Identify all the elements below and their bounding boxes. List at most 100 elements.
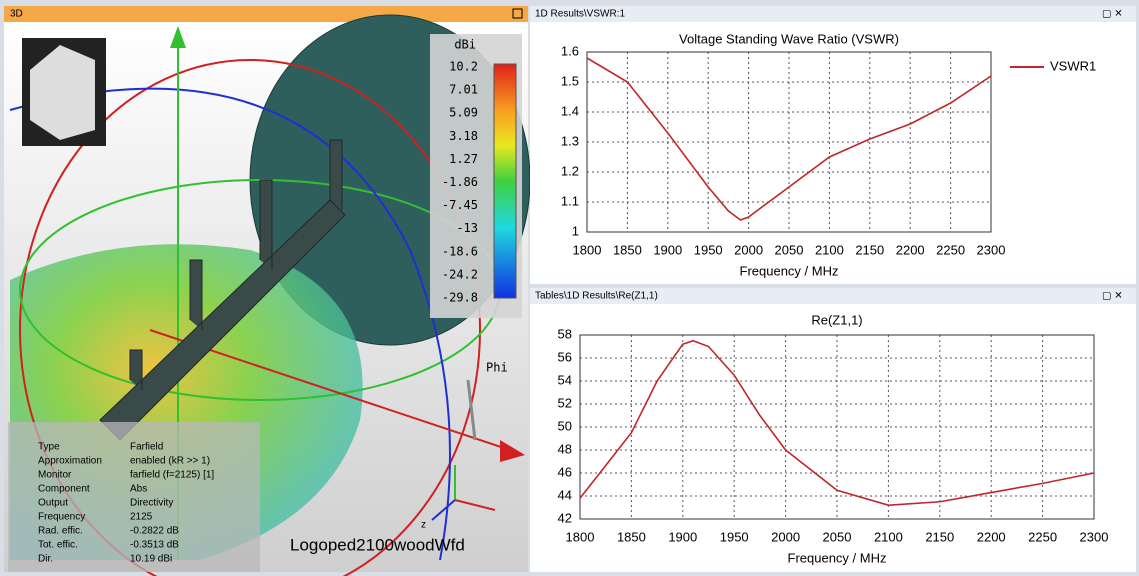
x-tick-label: 1850 [617, 529, 646, 544]
panel-header [530, 6, 1136, 22]
y-tick-label: 54 [558, 372, 572, 387]
info-value: Directivity [130, 498, 173, 509]
colorbar-label: -24.2 [442, 267, 478, 281]
x-tick-label: 2000 [771, 529, 800, 544]
colorbar-label: -18.6 [442, 244, 478, 258]
colorbar-label: -29.8 [442, 291, 478, 305]
colorbar-label: 1.27 [449, 152, 478, 166]
info-key: Type [38, 442, 60, 453]
plot-frame [586, 51, 992, 233]
panel-buttons[interactable]: ▢ ✕ [1102, 291, 1123, 302]
info-value: Abs [130, 484, 147, 495]
info-key: Frequency [38, 512, 85, 523]
info-value: -0.3513 dB [130, 540, 179, 551]
y-tick-label: 1.5 [561, 73, 579, 88]
x-tick-label: 2200 [896, 242, 925, 257]
y-tick-label: 42 [558, 510, 572, 525]
x-tick-label: 2100 [874, 529, 903, 544]
info-value: -0.2822 dB [130, 526, 179, 537]
panel-buttons[interactable]: ▢ ✕ [1102, 9, 1123, 20]
x-tick-label: 2000 [734, 242, 763, 257]
info-key: Monitor [38, 470, 72, 481]
info-value: 2125 [130, 512, 153, 523]
info-value: enabled (kR >> 1) [130, 456, 210, 467]
colorbar [493, 63, 517, 299]
info-table: Type Farfield Approximation enabled (kR >> … [38, 442, 214, 565]
plot-panel [530, 304, 1136, 572]
plot-panel [530, 22, 1136, 284]
x-tick-label: 1900 [668, 529, 697, 544]
chart-title: Re(Z1,1) [811, 312, 862, 327]
y-tick-label: 1.6 [561, 43, 579, 58]
info-value: Farfield [130, 442, 163, 453]
y-tick-label: 50 [558, 418, 572, 433]
panel-title: 1D Results\VSWR:1 [535, 9, 625, 20]
x-tick-label: 2200 [977, 529, 1006, 544]
colorbar-label: -1.86 [442, 175, 478, 189]
y-tick-label: 52 [558, 395, 572, 410]
phi-arrow [466, 379, 477, 441]
x-tick-label: 2050 [775, 242, 804, 257]
colorbar-label: 3.18 [449, 129, 478, 143]
info-key: Rad. effic. [38, 526, 83, 537]
x-axis-label: Frequency / MHz [788, 550, 887, 565]
antenna [99, 139, 346, 441]
model-name: Logoped2100woodWfd [290, 535, 465, 554]
y-axis-arrow [170, 26, 186, 48]
x-tick-label: 2300 [977, 242, 1006, 257]
y-tick-label: 1.1 [561, 193, 579, 208]
x-tick-label: 1800 [566, 529, 595, 544]
colorbar-label: -7.45 [442, 198, 478, 212]
colorbar-label: 5.09 [449, 106, 478, 120]
panel-header [530, 288, 1136, 304]
x-tick-label: 1950 [694, 242, 723, 257]
phi-circle [9, 87, 451, 561]
y-tick-label: 44 [558, 487, 572, 502]
info-value: farfield (f=2125) [1] [130, 470, 214, 481]
y-tick-label: 1.2 [561, 163, 579, 178]
y-tick-label: 1.4 [561, 103, 579, 118]
theta-circle [19, 59, 481, 576]
x-tick-label: 2250 [1028, 529, 1057, 544]
panel-title: 3D [10, 9, 23, 20]
panel-header [4, 6, 528, 22]
maximize-button[interactable] [512, 8, 523, 19]
x-tick-label: 1800 [573, 242, 602, 257]
y-tick-label: 48 [558, 441, 572, 456]
series-line [586, 57, 992, 221]
z-label: z [421, 520, 426, 531]
axis-label: Phi [486, 361, 508, 375]
colorbar-labels: 10.2 7.01 5.09 3.18 1.27 -1.86 -7.45 -13 -18.6 -2… [442, 60, 478, 305]
info-key: Component [38, 484, 90, 495]
x-axis-label: Frequency / MHz [740, 263, 839, 278]
colorbar-unit: dBi [454, 38, 476, 52]
x-tick-label: 2100 [815, 242, 844, 257]
x-tick-label: 2250 [936, 242, 965, 257]
x-tick-label: 2150 [855, 242, 884, 257]
y-tick-label: 1 [572, 223, 579, 238]
x-tick-label: 1900 [653, 242, 682, 257]
info-key: Approximation [38, 456, 102, 467]
plot-frame [579, 334, 1095, 520]
y-tick-label: 58 [558, 326, 572, 341]
series-line [579, 339, 1095, 507]
x-tick-label: 1950 [720, 529, 749, 544]
x-tick-label: 2150 [925, 529, 954, 544]
legend-label: VSWR1 [1050, 58, 1096, 73]
colorbar-label: -13 [456, 221, 478, 235]
x-tick-label: 2050 [823, 529, 852, 544]
x-tick-label: 1850 [613, 242, 642, 257]
triad-x [454, 499, 496, 511]
thumbnail-model [30, 45, 95, 140]
panel-title: Tables\1D Results\Re(Z1,1) [535, 291, 658, 302]
info-key: Dir. [38, 554, 53, 565]
y-tick-label: 1.3 [561, 133, 579, 148]
colorbar-label: 7.01 [449, 83, 478, 97]
x-tick-label: 2300 [1080, 529, 1109, 544]
y-tick-label: 56 [558, 349, 572, 364]
colorbar-label: 10.2 [449, 60, 478, 74]
info-key: Output [38, 498, 68, 509]
y-tick-label: 46 [558, 464, 572, 479]
